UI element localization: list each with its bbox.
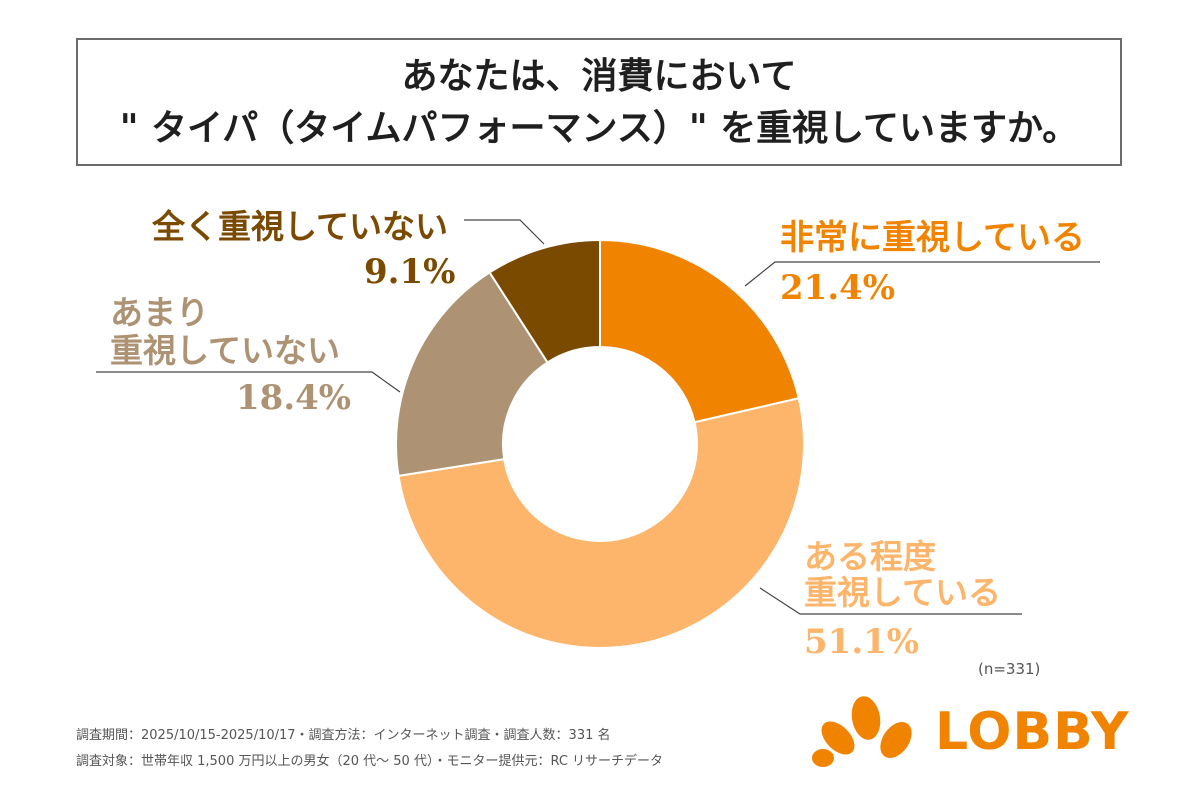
value-very-important: 21.4%: [780, 268, 896, 308]
value-somewhat-important: 51.1%: [804, 622, 920, 662]
sample-size-note: (n=331): [978, 660, 1041, 678]
label-not-much-2: 重視していない: [110, 331, 341, 370]
leader-line-very: [744, 261, 1100, 287]
leader-line-notmuch: [96, 371, 401, 393]
slice-not-much: [395, 271, 549, 478]
title-line-1: あなたは、消費において: [401, 55, 797, 97]
leader-line-notatall: [464, 219, 545, 245]
logo-text: LOBBY: [935, 702, 1130, 762]
slice-not-at-all: [488, 238, 601, 364]
label-not-much-1: あまり: [110, 293, 209, 332]
title-line-2: " タイパ（タイムパフォーマンス）" を重視していますか。: [119, 107, 1079, 149]
slice-very-important: [599, 238, 801, 424]
label-somewhat-important-2: 重視している: [804, 573, 1002, 612]
label-very-important: 非常に重視している: [780, 218, 1085, 258]
footer-line-2: 調査対象：世帯年収 1,500 万円以上の男女（20 代〜 50 代）・モニター…: [76, 754, 664, 769]
value-not-much: 18.4%: [236, 378, 352, 418]
lobby-logo-icon: [812, 696, 912, 767]
leader-line-some: [759, 587, 1022, 615]
label-not-at-all: 全く重視していない: [152, 207, 449, 246]
title-box: あなたは、消費において " タイパ（タイムパフォーマンス）" を重視していますか…: [76, 38, 1122, 166]
label-somewhat-important-1: ある程度: [804, 537, 936, 576]
value-not-at-all: 9.1%: [364, 252, 456, 292]
footer-line-1: 調査期間：2025/10/15-2025/10/17・調査方法：インターネット調…: [76, 728, 611, 743]
